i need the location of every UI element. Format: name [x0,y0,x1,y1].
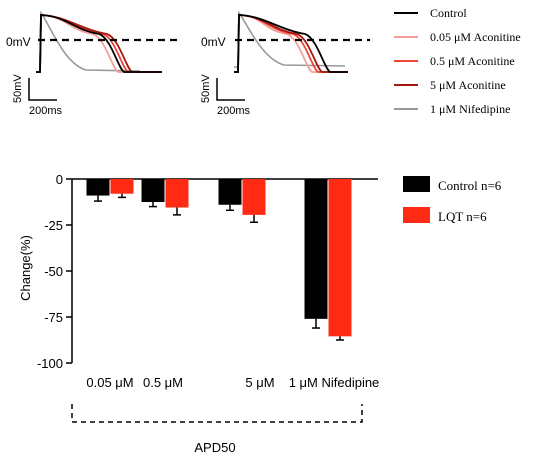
ap-trace-panel-right [234,10,370,73]
y-tick-label: 0 [56,172,63,187]
y-tick-label: -75 [44,310,63,325]
bar-legend: Control n=6 LQT n=6 [403,176,502,224]
trace-aconitine-5 [36,14,162,73]
bar-control [218,179,242,205]
scale-bar-left: 50mV 200ms [12,74,63,117]
trace-legend-label: 0.5 μM Aconitine [430,54,515,68]
trace-nifedipine [36,10,141,73]
bar-lqt [328,179,352,337]
bar-lqt [242,179,266,215]
ap-trace-panel-left [36,10,180,73]
trace-legend-label: 1 μM Nifedipine [430,102,510,116]
category-bracket [71,404,363,423]
trace-legend-label: 5 μM Aconitine [430,78,506,92]
x-tick-label: 1 μM Nifedipine [289,375,380,390]
x-tick-label: 5 μM [245,375,274,390]
y-tick-label: -50 [44,264,63,279]
trace-legend-label: 0.05 μM Aconitine [430,30,521,44]
y-tick-label: -25 [44,218,63,233]
trace-control [234,14,348,73]
zero-mv-label-right: 0mV [201,35,226,49]
bar-legend-swatch [403,207,430,223]
trace-nifedipine [234,10,346,68]
scale-bar-voltage-left: 50mV [12,74,24,103]
bar-control [304,179,328,319]
scale-bar-time-right: 200ms [217,105,251,117]
scale-bar-time-left: 200ms [29,105,63,117]
bar-chart: Change(%) APD50 Control n=6 LQT n=6 0 -25 -… [18,172,502,455]
bar-legend-label: LQT n=6 [438,209,487,224]
x-tick-label: 0.5 μM [143,375,183,390]
y-axis-label: Change(%) [18,235,33,301]
trace-aconitine-0.5 [234,14,348,73]
y-tick-label: -100 [37,356,63,371]
trace-legend-label: Control [430,6,467,20]
trace-aconitine-0.05 [36,14,162,73]
trace-control [36,14,162,73]
bar-lqt [165,179,189,208]
x-tick-label: 0.05 μM [86,375,133,390]
bar-legend-swatch [403,176,430,192]
x-axis-label: APD50 [194,440,235,455]
trace-aconitine-0.05 [234,14,348,73]
trace-aconitine-5 [234,14,348,73]
bar-legend-label: Control n=6 [438,178,502,193]
trace-legend: Control 0.05 μM Aconitine 0.5 μM Aconitine… [394,6,521,116]
bar-lqt [110,179,134,194]
scale-bar-right: 50mV 200ms [200,74,251,117]
trace-aconitine-0.5 [36,14,162,73]
bar-control [86,179,110,196]
bar-control [141,179,165,202]
zero-mv-label-left: 0mV [6,35,31,49]
scale-bar-voltage-right: 50mV [200,74,212,103]
